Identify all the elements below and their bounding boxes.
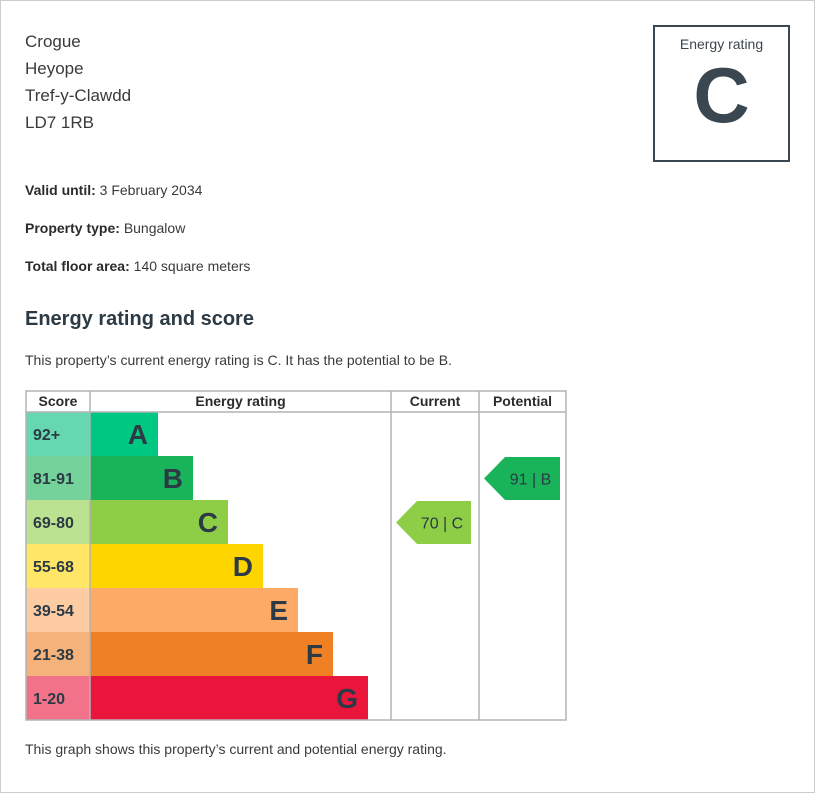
header-current: Current [410, 393, 461, 409]
rating-letter-g: G [336, 683, 358, 714]
rating-letter-e: E [269, 595, 288, 626]
score-cell [26, 676, 90, 720]
property-type-label: Property type: [25, 220, 120, 236]
header-energy-rating: Energy rating [195, 393, 285, 409]
score-range-label: 21-38 [33, 647, 74, 664]
rating-bar-b [90, 456, 193, 500]
section-title: Energy rating and score [25, 308, 254, 330]
energy-rating-box: Energy rating C [653, 25, 790, 162]
property-type-value: Bungalow [123, 220, 186, 236]
score-range-label: 55-68 [33, 559, 74, 576]
floor-area-label: Total floor area: [25, 258, 130, 274]
score-range-label: 1-20 [33, 691, 65, 708]
valid-until-value: 3 February 2034 [99, 182, 203, 198]
current-rating-label: 70 | C [421, 516, 463, 533]
score-cell [26, 500, 90, 544]
score-cell [26, 456, 90, 500]
rating-letter-b: B [163, 463, 183, 494]
rating-letter-a: A [128, 419, 148, 450]
score-cell [26, 544, 90, 588]
score-range-label: 39-54 [33, 603, 74, 620]
valid-until-label: Valid until: [25, 182, 96, 198]
valid-until: Valid until: 3 February 2034 [25, 182, 202, 198]
address-line: LD7 1RB [25, 113, 94, 132]
header-score: Score [39, 393, 78, 409]
floor-area: Total floor area: 140 square meters [25, 258, 250, 274]
address-line: Crogue [25, 32, 81, 51]
potential-rating-arrow [484, 457, 560, 500]
chart-footnote: This graph shows this property’s current… [25, 741, 447, 757]
address-line: Heyope [25, 59, 84, 78]
score-range-label: 69-80 [33, 515, 74, 532]
rating-letter-f: F [306, 639, 323, 670]
chart-header-row [26, 391, 566, 412]
property-type: Property type: Bungalow [25, 220, 185, 236]
header-potential: Potential [493, 393, 552, 409]
score-range-label: 92+ [33, 427, 60, 444]
score-cell [26, 412, 90, 456]
rating-bar-f [90, 632, 333, 676]
energy-rating-letter: C [693, 51, 750, 139]
potential-rating-label: 91 | B [510, 472, 552, 489]
rating-letter-d: D [233, 551, 253, 582]
rating-bar-e [90, 588, 298, 632]
rating-bar-g [90, 676, 368, 720]
rating-letter-c: C [198, 507, 218, 538]
address-line: Tref-y-Clawdd [25, 86, 132, 105]
score-cell [26, 632, 90, 676]
score-cell [26, 588, 90, 632]
rating-bar-c [90, 500, 228, 544]
floor-area-value: 140 square meters [133, 258, 251, 274]
property-address: Crogue Heyope Tref-y-Clawdd LD7 1RB [25, 28, 131, 136]
score-range-label: 81-91 [33, 471, 74, 488]
chart-border [25, 390, 567, 721]
current-rating-arrow [396, 501, 471, 544]
rating-bar-a [90, 412, 158, 456]
rating-bar-d [90, 544, 263, 588]
rating-description: This property’s current energy rating is… [25, 352, 452, 368]
energy-rating-caption: Energy rating [679, 36, 764, 52]
